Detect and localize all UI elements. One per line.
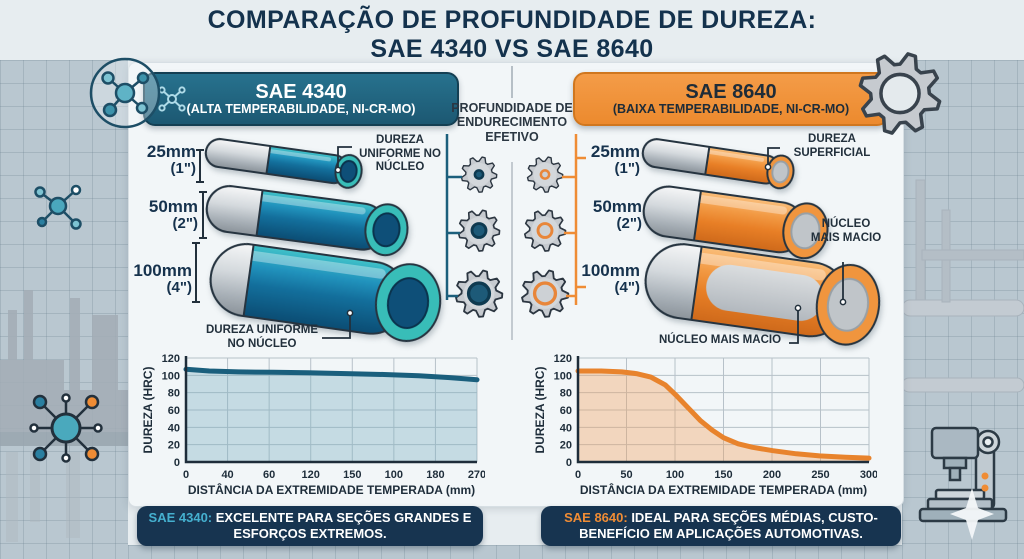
background-right-strip	[901, 60, 1024, 559]
svg-text:300: 300	[860, 469, 877, 481]
size-label-100mm-left: 100mm (4")	[133, 261, 192, 296]
svg-text:DUREZA (HRC): DUREZA (HRC)	[141, 367, 155, 454]
svg-text:150: 150	[343, 469, 361, 481]
svg-text:80: 80	[560, 388, 572, 400]
svg-text:60: 60	[168, 405, 180, 417]
gear-icon-4340-50mm	[457, 209, 501, 258]
svg-text:120: 120	[162, 353, 180, 365]
sparkle-icon	[950, 488, 994, 540]
svg-text:100: 100	[385, 469, 403, 481]
gear-icon	[856, 50, 944, 143]
header-subtitle-8640: (BAIXA TEMPERABILIDADE, NI-CR-MO)	[612, 102, 850, 117]
svg-text:100: 100	[666, 469, 684, 481]
callout-uniform-core-bottom: DUREZA UNIFORME NO NÚCLEO	[205, 324, 318, 350]
background-bottom-strip	[128, 545, 902, 559]
svg-text:60: 60	[560, 405, 572, 417]
network-molecule-icon	[29, 393, 103, 463]
size-label-100mm-right: 100mm (4")	[581, 261, 640, 296]
svg-text:20: 20	[560, 440, 572, 452]
svg-text:0: 0	[174, 457, 180, 469]
svg-text:0: 0	[566, 457, 572, 469]
svg-text:80: 80	[168, 388, 180, 400]
svg-text:120: 120	[554, 353, 572, 365]
hardness-chart-sae8640: 0 50 100 150 200 250 300 0 20 40 60 80 100 120 DISTÂNC…	[532, 348, 878, 498]
size-label-50mm-left: 50mm (2")	[148, 197, 198, 232]
svg-text:60: 60	[263, 469, 275, 481]
svg-text:0: 0	[183, 469, 189, 481]
molecule-icon	[34, 184, 82, 230]
svg-text:150: 150	[714, 469, 732, 481]
caption-text-8640: IDEAL PARA SEÇÕES MÉDIAS, CUSTO-BENEFÍCI…	[579, 509, 878, 541]
title-line-1: COMPARAÇÃO DE PROFUNDIDADE DE DUREZA:	[207, 6, 817, 34]
caption-sae4340: SAE 4340: EXCELENTE PARA SEÇÕES GRANDES …	[137, 506, 483, 546]
title-line-2: SAE 4340 VS SAE 8640	[370, 35, 654, 63]
svg-text:120: 120	[302, 469, 320, 481]
gear-icon-8640-50mm	[523, 209, 567, 258]
gear-icon-8640-25mm	[526, 156, 564, 199]
size-label-25mm-left: 25mm (1")	[146, 142, 196, 177]
caption-sae8640: SAE 8640: IDEAL PARA SEÇÕES MÉDIAS, CUST…	[541, 506, 901, 546]
callout-softer-core-bottom: NÚCLEO MAIS MACIO	[658, 334, 782, 346]
svg-text:0: 0	[575, 469, 581, 481]
size-label-50mm-right: 50mm (2")	[592, 197, 642, 232]
svg-text:DUREZA (HRC): DUREZA (HRC)	[533, 367, 547, 454]
hardness-chart-sae4340: 0 40 60 120 150 100 180 270 0 20 40 60 80 100 120 DISTÂ…	[140, 348, 486, 498]
header-sae8640: SAE 8640 (BAIXA TEMPERABILIDADE, NI-CR-M…	[573, 72, 889, 126]
svg-text:50: 50	[620, 469, 632, 481]
svg-text:DISTÂNCIA DA EXTREMIDADE TEMPE: DISTÂNCIA DA EXTREMIDADE TEMPERADA (mm)	[188, 482, 475, 497]
svg-text:270: 270	[468, 469, 485, 481]
center-heading: PROFUNDIDADE DE ENDURECIMENTO EFETIVO	[451, 101, 573, 144]
callout-softer-core-mid: NÚCLEO MAIS MACIO	[810, 218, 882, 244]
header-subtitle-4340: (ALTA TEMPERABILIDADE, NI-CR-MO)	[186, 102, 416, 117]
gear-icon-4340-100mm	[454, 269, 504, 324]
caption-text-4340: EXCELENTE PARA SEÇÕES GRANDES E ESFORÇOS…	[212, 509, 472, 541]
molecule-icon	[158, 86, 186, 112]
background-left-strip	[0, 60, 128, 559]
svg-text:20: 20	[168, 440, 180, 452]
svg-text:200: 200	[763, 469, 781, 481]
size-label-25mm-right: 25mm (1")	[590, 142, 640, 177]
svg-text:100: 100	[162, 370, 180, 382]
callout-uniform-core-top: DUREZA UNIFORME NO NÚCLEO	[359, 134, 441, 174]
circled-molecule-icon	[89, 57, 161, 129]
svg-text:DISTÂNCIA DA EXTREMIDADE TEMPE: DISTÂNCIA DA EXTREMIDADE TEMPERADA (mm)	[580, 482, 867, 497]
header-sae4340: SAE 4340 (ALTA TEMPERABILIDADE, NI-CR-MO…	[143, 72, 459, 126]
svg-text:250: 250	[811, 469, 829, 481]
svg-text:40: 40	[168, 422, 180, 434]
gear-icon-4340-25mm	[460, 156, 498, 199]
callout-surface-hardness: DUREZA SUPERFICIAL	[793, 133, 871, 159]
pipe-rack-silhouette	[901, 179, 1024, 393]
factory-silhouette	[0, 290, 128, 542]
svg-text:180: 180	[426, 469, 444, 481]
svg-text:40: 40	[560, 422, 572, 434]
caption-prefix-8640: SAE 8640:	[564, 509, 628, 525]
svg-text:40: 40	[221, 469, 233, 481]
caption-prefix-4340: SAE 4340:	[148, 509, 213, 525]
page-title: COMPARAÇÃO DE PROFUNDIDADE DE DUREZA: SA…	[0, 6, 1024, 64]
gear-icon-8640-100mm	[520, 269, 570, 324]
header-title-8640: SAE 8640	[685, 81, 777, 104]
svg-text:100: 100	[554, 370, 572, 382]
header-title-4340: SAE 4340	[255, 81, 347, 104]
